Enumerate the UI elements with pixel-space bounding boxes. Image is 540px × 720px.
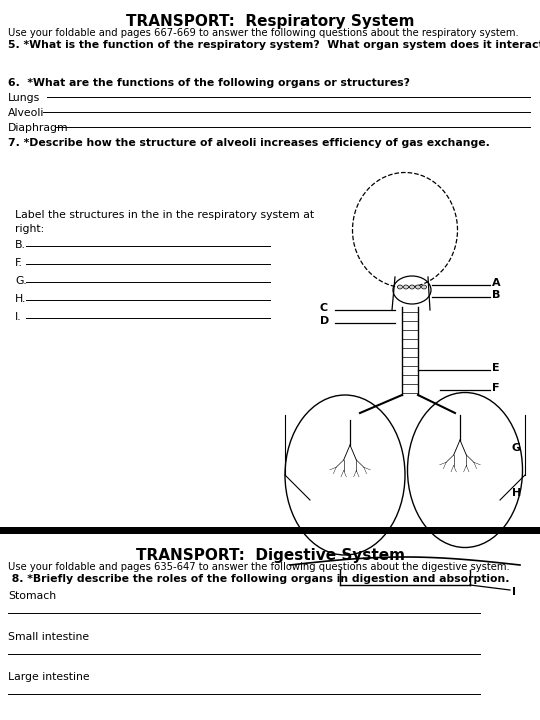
Text: I: I bbox=[512, 587, 516, 597]
Ellipse shape bbox=[409, 285, 415, 289]
Text: Small intestine: Small intestine bbox=[8, 632, 89, 642]
Text: A: A bbox=[492, 278, 501, 288]
Text: B.: B. bbox=[15, 240, 26, 250]
Text: 5. *What is the function of the respiratory system?  What organ system does it i: 5. *What is the function of the respirat… bbox=[8, 40, 540, 50]
Text: E: E bbox=[492, 363, 500, 373]
Text: Large intestine: Large intestine bbox=[8, 672, 90, 682]
Ellipse shape bbox=[422, 285, 427, 289]
Text: Alveoli: Alveoli bbox=[8, 108, 44, 118]
Bar bbox=[0, 527, 540, 534]
Text: C: C bbox=[320, 303, 328, 313]
Text: Lungs: Lungs bbox=[8, 93, 40, 103]
Text: Use your foldable and pages 635-647 to answer the following questions about the : Use your foldable and pages 635-647 to a… bbox=[8, 562, 510, 572]
Text: G.: G. bbox=[15, 276, 27, 286]
Text: Label the structures in the in the respiratory system at
right:: Label the structures in the in the respi… bbox=[15, 210, 314, 234]
Text: F: F bbox=[492, 383, 500, 393]
Text: I.: I. bbox=[15, 312, 22, 322]
Text: 6.  *What are the functions of the following organs or structures?: 6. *What are the functions of the follow… bbox=[8, 78, 410, 88]
Text: TRANSPORT:  Respiratory System: TRANSPORT: Respiratory System bbox=[126, 14, 414, 29]
Ellipse shape bbox=[403, 285, 408, 289]
Ellipse shape bbox=[397, 285, 402, 289]
Text: Use your foldable and pages 667-669 to answer the following questions about the : Use your foldable and pages 667-669 to a… bbox=[8, 28, 519, 38]
Text: 8. *Briefly describe the roles of the following organs in digestion and absorpti: 8. *Briefly describe the roles of the fo… bbox=[8, 574, 510, 584]
Text: Stomach: Stomach bbox=[8, 591, 56, 601]
Ellipse shape bbox=[415, 285, 421, 289]
Text: H.: H. bbox=[15, 294, 26, 304]
Text: G: G bbox=[512, 443, 521, 453]
Text: Diaphragm: Diaphragm bbox=[8, 123, 69, 133]
Text: F.: F. bbox=[15, 258, 23, 268]
Text: B: B bbox=[492, 290, 501, 300]
Text: H: H bbox=[512, 488, 521, 498]
Text: TRANSPORT:  Digestive System: TRANSPORT: Digestive System bbox=[136, 548, 404, 563]
Text: 7. *Describe how the structure of alveoli increases efficiency of gas exchange.: 7. *Describe how the structure of alveol… bbox=[8, 138, 490, 148]
Text: D: D bbox=[320, 316, 329, 326]
